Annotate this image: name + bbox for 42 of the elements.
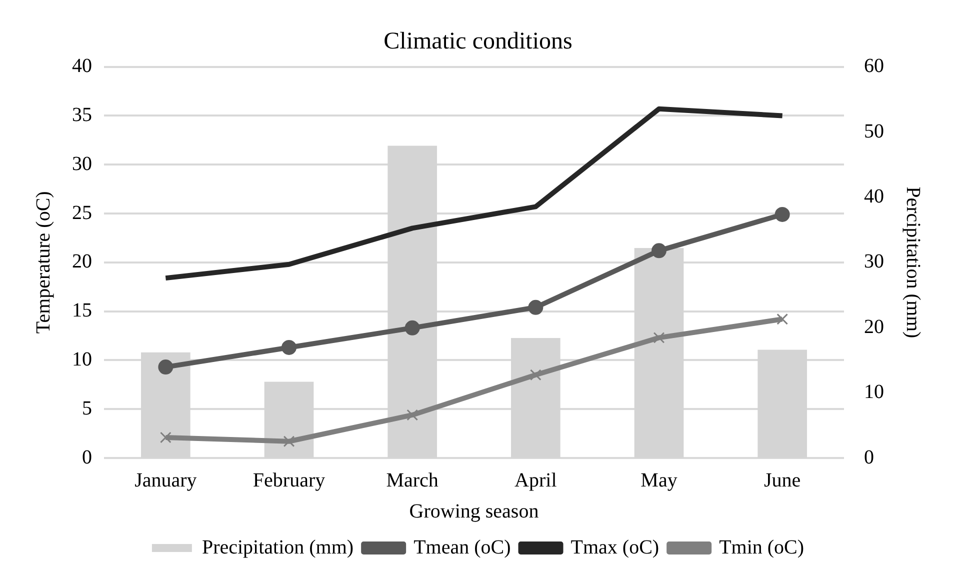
y2-axis-title: Percipitation (mm) [902, 186, 924, 338]
point [530, 369, 542, 381]
y2-tick-label: 20 [864, 316, 884, 338]
y2-tick-label: 50 [864, 120, 884, 142]
y2-tick-label: 30 [864, 250, 884, 273]
x-tick-label: May [640, 469, 678, 492]
y-tick-label: 35 [72, 104, 92, 126]
point [283, 436, 295, 448]
point [653, 332, 665, 344]
legend-label: Tmax (oC) [570, 536, 660, 558]
x-tick-label: February [252, 469, 326, 492]
y-tick-label: 40 [72, 55, 92, 78]
point [528, 300, 544, 315]
y2-tick-label: 0 [864, 446, 874, 468]
x-tick-label: June [764, 469, 801, 492]
x-tick-label: March [386, 469, 438, 492]
y2-tick-label: 40 [864, 185, 884, 208]
y-axis-title: Temperature (oC) [32, 191, 54, 334]
point [404, 320, 420, 336]
point [158, 360, 174, 375]
y2-tick-label: 60 [864, 55, 884, 78]
y-tick-label: 20 [72, 250, 92, 273]
y-tick-label: 15 [72, 300, 92, 322]
point [652, 243, 666, 258]
legend-label: Tmin (oC) [719, 536, 804, 558]
legend-label: Tmean (oC) [414, 536, 511, 558]
point [160, 432, 172, 444]
y-tick-label: 0 [82, 446, 92, 468]
point [406, 409, 418, 421]
point [774, 206, 790, 222]
point [776, 313, 788, 325]
y-tick-label: 30 [72, 152, 92, 175]
y-tick-label: 5 [82, 397, 92, 420]
y2-tick-label: 10 [864, 381, 884, 404]
x-tick-label: April [514, 469, 558, 492]
x-axis-title: Growing season [409, 500, 539, 522]
chart-title: Climatic conditions [384, 28, 572, 55]
x-tick-label: January [134, 469, 197, 492]
legend-label: Precipitation (mm) [202, 536, 354, 558]
y-tick-label: 10 [72, 348, 92, 370]
y-tick-label: 25 [72, 202, 92, 224]
point [282, 340, 296, 355]
